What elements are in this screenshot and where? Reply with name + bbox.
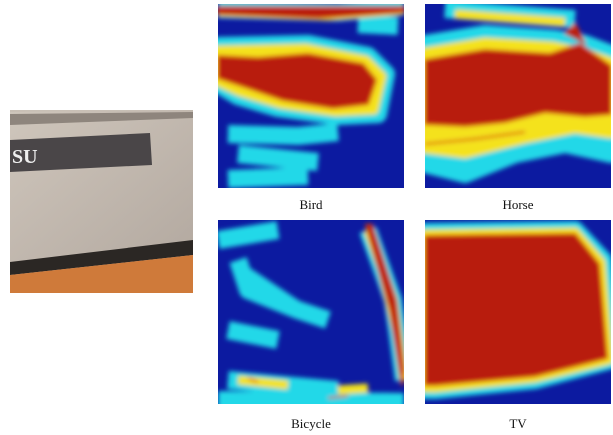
panel-label: Horse: [502, 197, 533, 212]
heatmap: [218, 220, 404, 404]
photo: SU: [10, 110, 193, 293]
photo-text: SU: [12, 146, 38, 168]
heatmap: [218, 4, 404, 188]
panel-label: TV: [509, 416, 527, 431]
heatmap: [425, 4, 611, 188]
panel-label: Bicycle: [291, 416, 331, 431]
heatmap: [425, 220, 611, 404]
figure: SU Bird Horse Bicycle: [0, 0, 613, 435]
page: SU Bird Horse Bicycle: [0, 0, 613, 435]
panel-label: Bird: [299, 197, 323, 212]
